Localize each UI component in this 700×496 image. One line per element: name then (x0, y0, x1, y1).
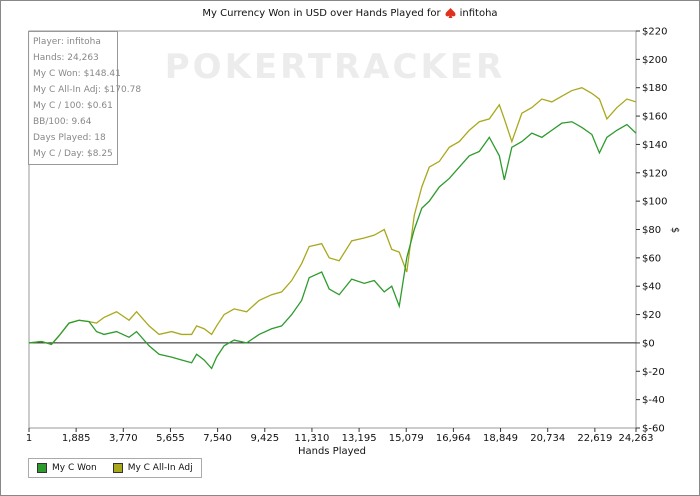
series-line (28, 121, 637, 370)
player-name: infitoha (459, 7, 498, 19)
x-axis-label: Hands Played (298, 446, 366, 457)
x-tick-label: 1 (26, 433, 32, 444)
x-tick-label: 20,734 (530, 433, 565, 444)
stat-line: BB/100: 9.64 (33, 117, 92, 127)
stat-line: My C Won: $148.41 (33, 69, 121, 79)
chart-title: My Currency Won in USD over Hands Played… (202, 7, 441, 19)
stat-line: Player: infitoha (33, 37, 101, 47)
y-tick-label: $80 (642, 225, 661, 236)
x-tick-label: 1,885 (62, 433, 91, 444)
x-tick-label: 13,195 (342, 433, 377, 444)
y-tick-label: $200 (642, 55, 667, 66)
x-tick-label: 22,619 (577, 433, 612, 444)
x-tick-label: 5,655 (156, 433, 185, 444)
y-tick-label: $-40 (642, 395, 665, 406)
x-tick-label: 7,540 (203, 433, 232, 444)
x-tick-label: 3,770 (109, 433, 138, 444)
legend: My C Won My C All-In Adj (28, 458, 202, 478)
y-tick-label: $100 (642, 197, 667, 208)
y-tick-label: $220 (642, 27, 667, 38)
y-tick-label: $0 (642, 338, 655, 349)
legend-swatch (112, 463, 123, 473)
stat-line: My C / 100: $0.61 (33, 101, 113, 111)
y-axis-label: $ (669, 227, 680, 233)
stats-box: Player: infitoha Hands: 24,263 My C Won: $… (28, 31, 142, 165)
legend-label: My C Won (52, 463, 97, 473)
legend-swatch (37, 463, 47, 473)
y-tick-label: $60 (642, 253, 661, 264)
legend-label: My C All-In Adj (127, 463, 193, 473)
series-line (28, 87, 637, 346)
player-icon (445, 8, 456, 18)
y-tick-label: $-20 (642, 367, 665, 378)
y-tick-label: $140 (642, 140, 667, 151)
x-tick-label: 24,263 (619, 433, 654, 444)
stat-line: My C / Day: $8.25 (33, 149, 113, 159)
y-tick-label: $20 (642, 310, 661, 321)
x-tick-label: 18,849 (483, 433, 518, 444)
watermark: POKERTRACKER (165, 47, 505, 87)
stat-line: Hands: 24,263 (33, 53, 99, 63)
y-tick-label: $120 (642, 168, 667, 179)
x-tick-label: 16,964 (436, 433, 471, 444)
y-tick-label: $-60 (642, 424, 665, 435)
y-tick-label: $40 (642, 282, 661, 293)
stat-line: My C All-In Adj: $170.78 (33, 85, 142, 95)
x-tick-label: 15,079 (389, 433, 424, 444)
legend-item: My C All-In Adj (105, 459, 201, 477)
title-bar: My Currency Won in USD over Hands Played… (0, 7, 700, 19)
legend-item: My C Won (29, 459, 105, 477)
y-tick-label: $180 (642, 83, 667, 94)
y-tick-label: $160 (642, 112, 667, 123)
x-tick-label: 9,425 (250, 433, 279, 444)
stat-line: Days Played: 18 (33, 133, 106, 143)
x-tick-label: 11,310 (294, 433, 329, 444)
